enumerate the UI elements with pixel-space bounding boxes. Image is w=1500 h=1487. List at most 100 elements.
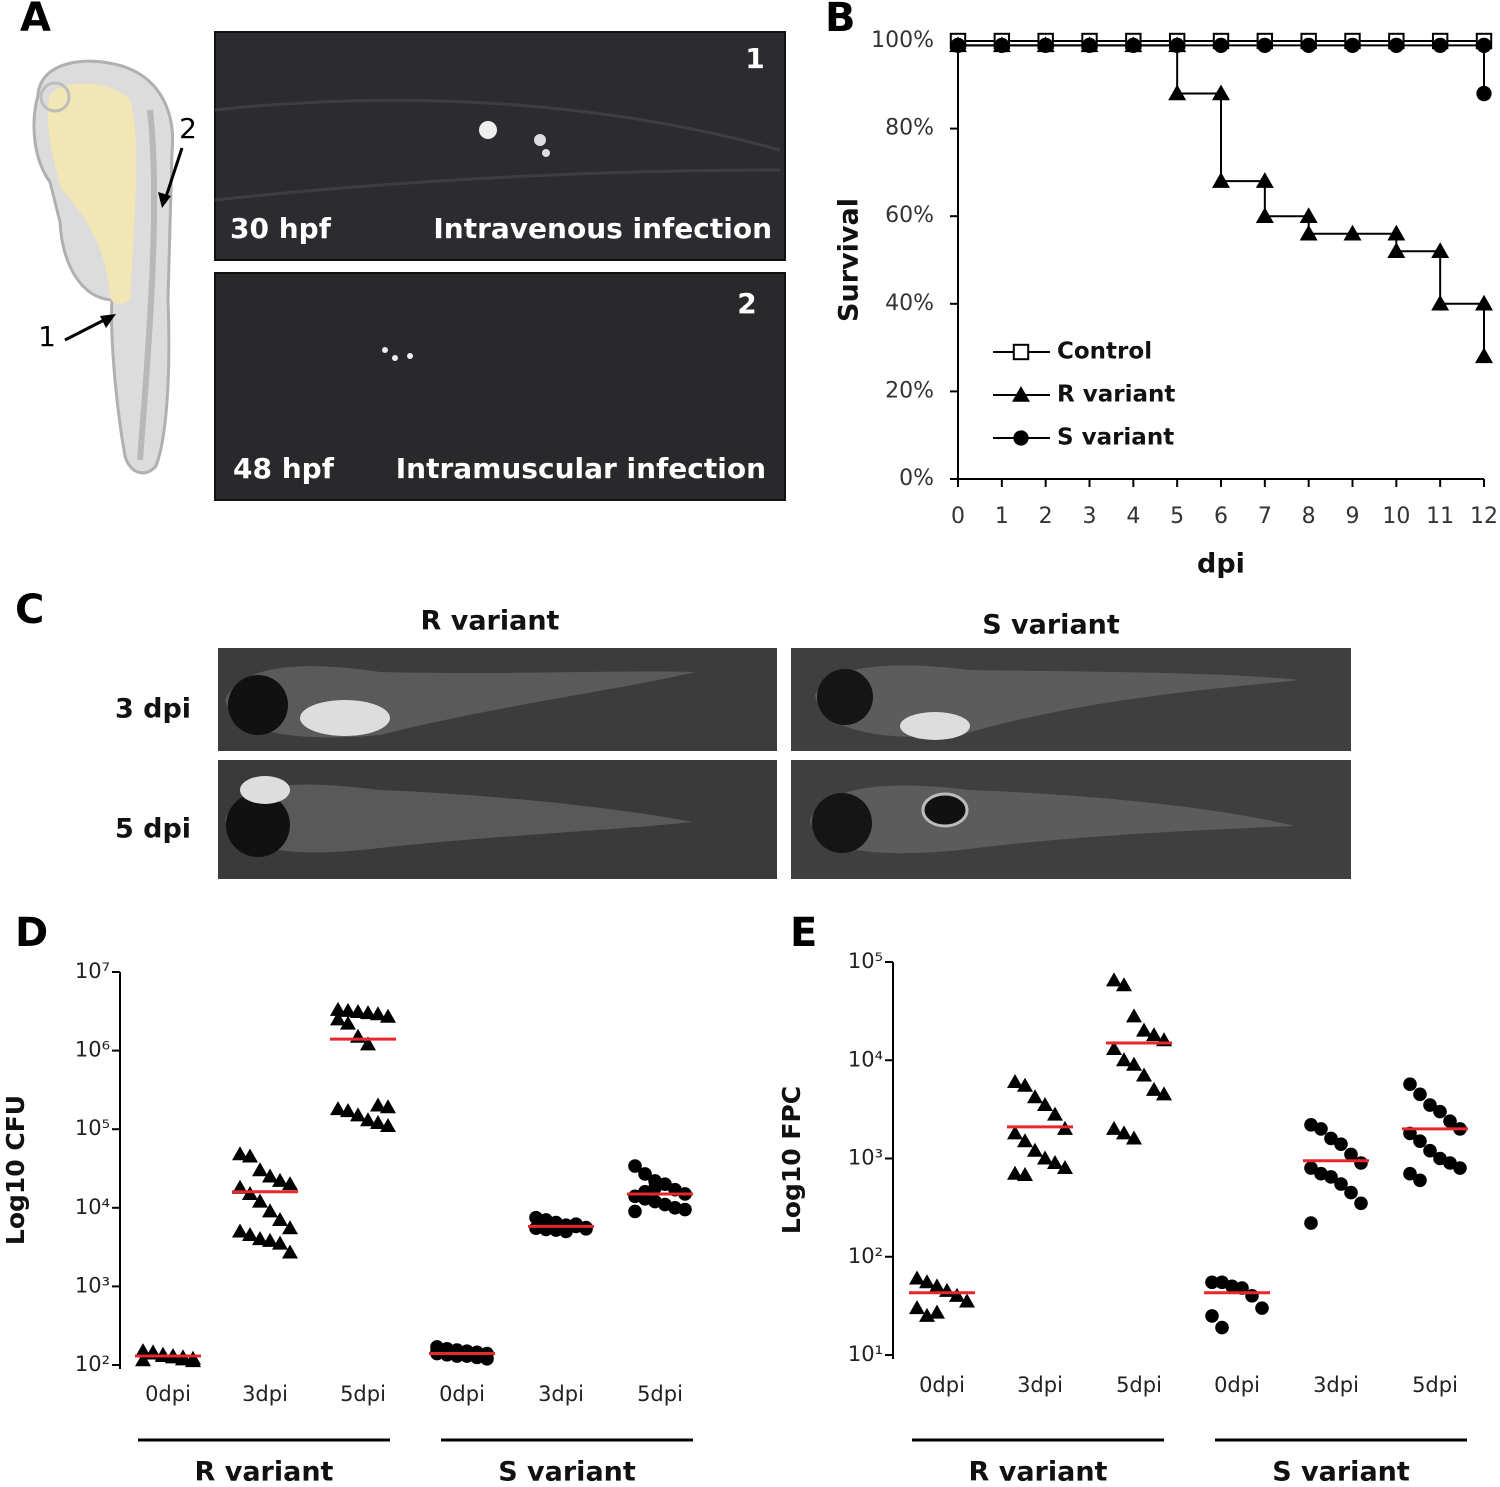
fish-images (218, 648, 1351, 879)
x-tick-label: 0dpi (1214, 1373, 1260, 1397)
marker (628, 1204, 642, 1219)
marker (628, 1159, 642, 1173)
x-tick-label: 10 (1382, 504, 1410, 529)
x-tick-label: 5 (1170, 504, 1184, 529)
marker (1354, 1156, 1368, 1170)
marker (1212, 84, 1230, 101)
marker (668, 1201, 682, 1215)
marker (919, 1274, 935, 1289)
marker (1255, 1301, 1269, 1315)
marker (1047, 1154, 1063, 1169)
marker (1146, 1081, 1162, 1096)
marker (1475, 347, 1493, 364)
marker (232, 1223, 248, 1238)
x-tick-label: 4 (1126, 504, 1140, 529)
legend-label: Control (1057, 339, 1152, 365)
group-label: S variant (498, 1457, 636, 1487)
marker (1433, 1104, 1447, 1119)
marker (1017, 1133, 1033, 1148)
marker (1017, 1166, 1033, 1181)
group-label: R variant (969, 1457, 1108, 1487)
marker (638, 1167, 652, 1181)
x-tick-label: 1 (995, 504, 1009, 529)
marker (1126, 1056, 1142, 1071)
marker (330, 1101, 346, 1116)
marker (994, 37, 1010, 54)
marker (1027, 1089, 1043, 1104)
y-tick-label: 10⁵ (848, 949, 883, 973)
marker (1403, 1077, 1417, 1092)
marker (1205, 1309, 1219, 1323)
marker (1106, 1041, 1122, 1056)
micrograph (214, 31, 786, 501)
marker (330, 1001, 346, 1016)
y-tick-label: 10¹ (848, 1342, 883, 1366)
marker (480, 1351, 494, 1366)
marker (929, 1278, 945, 1293)
marker (360, 1005, 376, 1020)
panel-label: B (825, 0, 856, 41)
marker (340, 1002, 356, 1017)
marker (1081, 37, 1098, 54)
marker (1387, 242, 1406, 258)
marker (1168, 84, 1187, 101)
marker (242, 1148, 258, 1163)
marker (1007, 1074, 1023, 1089)
legend-label: S variant (1057, 425, 1174, 451)
y-tick-label: 10⁵ (75, 1116, 110, 1140)
marker (282, 1244, 298, 1259)
y-axis-label: Log10 CFU (1, 1095, 30, 1245)
image-stage: 48 hpf (233, 452, 335, 485)
marker (1116, 1052, 1132, 1067)
y-tick-label: 10³ (848, 1146, 883, 1170)
marker (648, 1180, 662, 1195)
marker (1299, 207, 1318, 223)
marker (1047, 1106, 1063, 1121)
marker (1334, 1137, 1348, 1151)
x-tick-label: 2 (1039, 504, 1053, 529)
marker (350, 1028, 366, 1043)
marker (1344, 1147, 1358, 1162)
marker (1413, 1173, 1427, 1188)
marker (1343, 224, 1362, 241)
marker (959, 1293, 975, 1308)
marker (1156, 1086, 1172, 1101)
marker (242, 1227, 258, 1242)
marker (340, 1015, 356, 1030)
marker (1007, 1125, 1023, 1140)
marker (1125, 37, 1141, 54)
image-route: Intravenous infection (433, 212, 772, 245)
y-tick-label: 0% (899, 466, 934, 491)
y-tick-label: 10² (848, 1244, 883, 1268)
marker (1432, 37, 1448, 54)
marker (1169, 37, 1185, 54)
marker (380, 1117, 396, 1132)
marker (1304, 1216, 1318, 1230)
marker (1431, 294, 1450, 311)
marker (1213, 37, 1229, 54)
panel-label: C (15, 587, 44, 633)
x-tick-label: 11 (1426, 504, 1454, 529)
marker (929, 1304, 945, 1319)
y-tick-label: 20% (885, 378, 934, 403)
marker (909, 1300, 925, 1315)
legend-marker (1012, 386, 1030, 402)
image-number: 2 (737, 287, 756, 320)
marker (272, 1235, 288, 1250)
legend-marker (1012, 343, 1030, 361)
marker (272, 1211, 288, 1226)
x-tick-label: 3dpi (538, 1382, 584, 1406)
marker (1299, 224, 1318, 241)
marker (1476, 85, 1492, 102)
y-tick-label: 10² (75, 1352, 110, 1376)
marker (1106, 1120, 1122, 1135)
marker (1255, 207, 1274, 223)
marker (1017, 1077, 1033, 1092)
marker (262, 1232, 278, 1247)
y-tick-label: 10⁷ (75, 959, 110, 983)
group-label: R variant (195, 1457, 334, 1487)
embryo-drawing (32, 59, 184, 475)
marker (1116, 1125, 1132, 1140)
marker (1413, 1087, 1427, 1102)
